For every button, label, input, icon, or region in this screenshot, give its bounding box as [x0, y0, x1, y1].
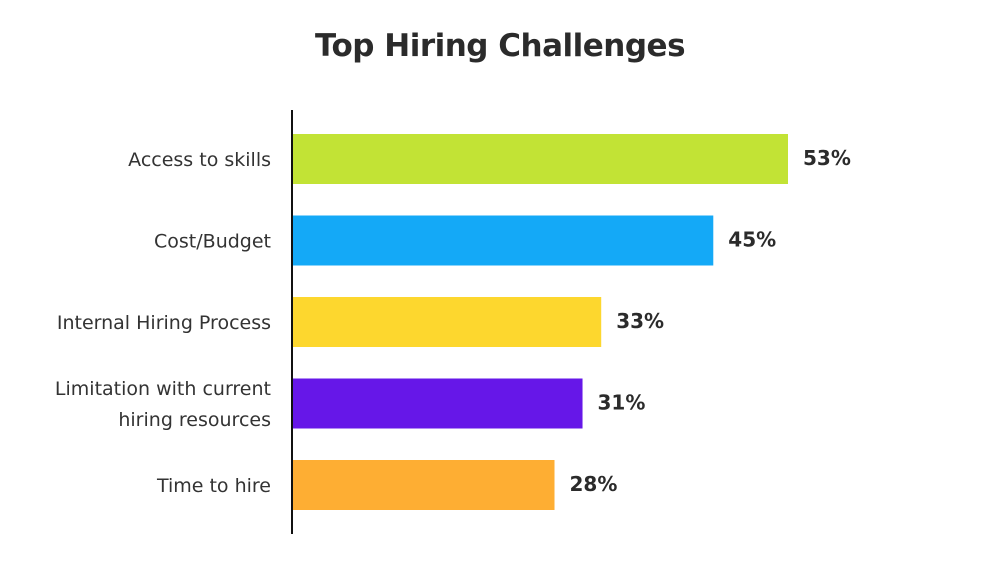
bar-2: [293, 215, 714, 266]
value-label-2: 45%: [728, 228, 776, 252]
bar-5: [293, 460, 555, 510]
bar-1: [293, 134, 788, 184]
value-label-3: 33%: [616, 309, 664, 333]
category-label-line: hiring resources: [118, 409, 271, 431]
category-label-line: Access to skills: [128, 149, 271, 171]
category-label-line: Limitation with current: [55, 378, 271, 400]
category-label-line: Cost/Budget: [154, 231, 271, 253]
category-label-1: Access to skills: [128, 149, 271, 171]
value-labels-group: 53% 45% 33% 31% 28%: [570, 146, 851, 496]
chart-title: Top Hiring Challenges: [314, 28, 686, 64]
category-label-5: Time to hire: [156, 475, 271, 497]
category-label-3: Internal Hiring Process: [57, 312, 271, 334]
value-label-5: 28%: [570, 472, 618, 496]
category-label-line: Internal Hiring Process: [57, 312, 271, 334]
category-label-line: Time to hire: [156, 475, 271, 497]
value-label-4: 31%: [598, 391, 646, 415]
bar-3: [293, 297, 602, 347]
category-label-4: Limitation with current hiring resources: [55, 378, 271, 431]
category-labels-group: Access to skills Cost/Budget Internal Hiri…: [55, 149, 271, 497]
bar-4: [293, 378, 583, 429]
value-label-1: 53%: [803, 146, 851, 170]
category-label-2: Cost/Budget: [154, 231, 271, 253]
bars-group: [293, 134, 788, 510]
